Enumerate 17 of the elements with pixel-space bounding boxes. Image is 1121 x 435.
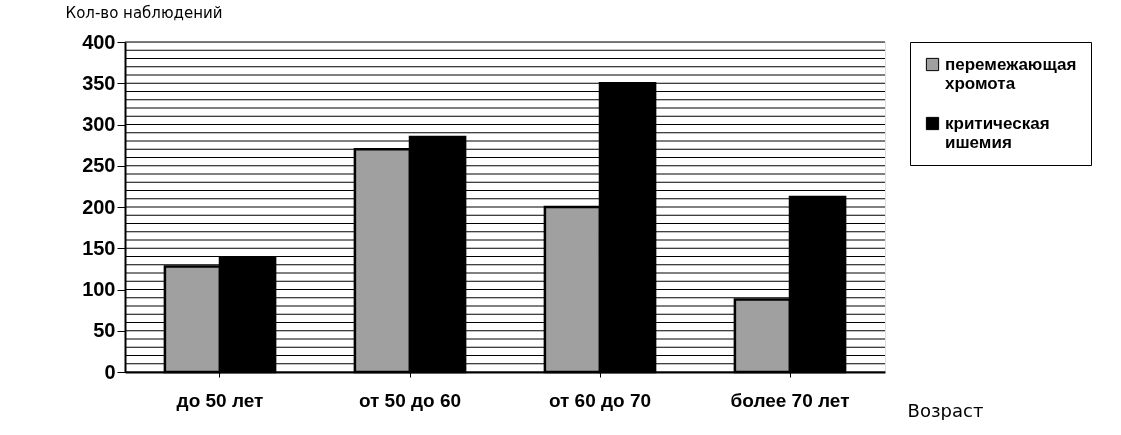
y-tick-label: 100 xyxy=(82,278,116,300)
x-tick-label: более 70 лет xyxy=(730,389,850,411)
y-tick-label: 200 xyxy=(82,195,116,218)
legend-label: перемежающая хромота xyxy=(945,54,1077,93)
x-axis-title: Возраст xyxy=(907,399,984,421)
y-axis-title: Кол-во наблюдений xyxy=(65,3,223,22)
y-tick-label: 400 xyxy=(82,30,116,53)
y-tick-label: 250 xyxy=(82,154,116,177)
y-tick-label: 300 xyxy=(82,113,116,135)
x-tick-label: до 50 лет xyxy=(176,389,264,411)
legend-label: критическая ишемия xyxy=(945,113,1050,152)
y-tick-label: 0 xyxy=(104,360,116,383)
y-tick-label: 350 xyxy=(82,71,116,94)
x-tick-label: от 50 до 60 xyxy=(358,389,462,411)
y-tick-label: 50 xyxy=(93,319,116,342)
y-tick-label: 150 xyxy=(82,236,116,259)
x-tick-label: от 60 до 70 xyxy=(548,389,652,411)
